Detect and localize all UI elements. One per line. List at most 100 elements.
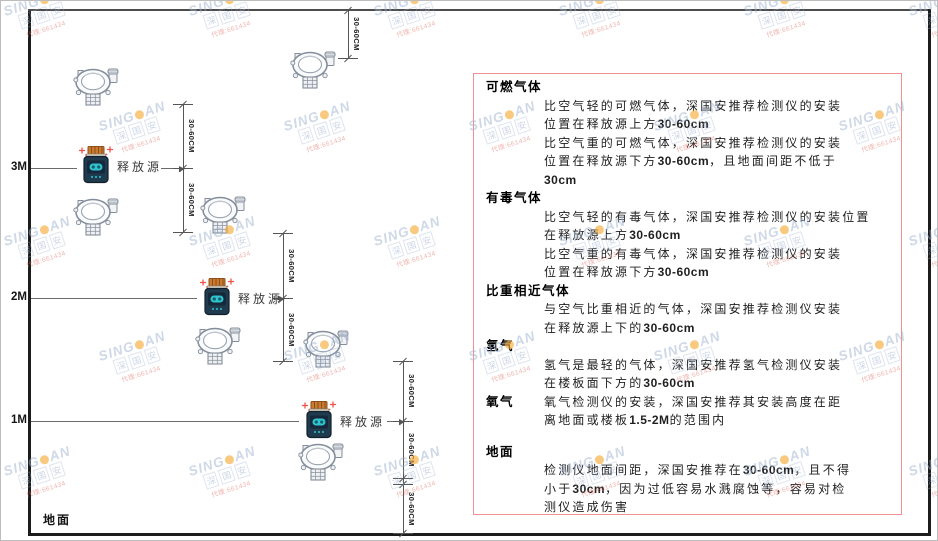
watermark-cn-text: 深国安 [162,448,290,502]
panel-line: 测仪造成伤害 [544,500,630,514]
height-line [31,168,77,169]
panel-line: 比空气重的可燃气体，深国安推荐检测仪的安装 [544,135,843,150]
panel-heading: 氧气 [486,394,515,409]
left-wall-line [28,9,31,536]
dimension-line [403,361,404,533]
watermark-dot-icon [38,1,51,6]
height-label: 1M [11,414,27,426]
right-wall-line [928,9,931,536]
watermark-red-text: 代理:661434 [395,250,437,270]
height-label: 2M [11,291,27,303]
panel-line: 30cm [544,172,577,187]
watermark-red-text: 代理:661434 [120,365,162,385]
watermark-dot-icon [38,454,51,466]
installation-guide-panel: 可燃气体 比空气轻的可燃气体，深国安推荐检测仪的安装 位置在释放源上方30-60cm… [473,73,902,515]
panel-line: 比空气轻的可燃气体，深国安推荐检测仪的安装 [544,98,843,113]
gas-detector-icon [290,50,336,90]
gas-detector-icon [298,442,344,482]
watermark-cn-text: 深国安 [717,1,845,43]
panel-line: 在释放源上方30-60cm [544,228,681,242]
release-source-label: 释放源 [117,160,163,174]
ground-label: 地面 [43,513,72,527]
panel-line: 氢气是最轻的气体，深国安推荐氢气检测仪安装 [544,357,843,372]
panel-line: 比空气重的有毒气体，深国安推荐检测仪的安装 [544,246,843,261]
height-line [31,298,197,299]
dimension-value-label: 30-60CM [187,183,196,217]
dimension-value-label: 30-60CM [187,119,196,153]
watermark-cn-text: 深国安 [532,1,660,43]
panel-line: 位置在释放源上方30-60cm [544,117,710,131]
gas-detector-icon [303,329,349,369]
panel-line: 检测仪地面间距，深国安推荐在30-60cm，且不得 [544,463,852,477]
watermark-dot-icon [408,224,421,236]
dimension-value-label: 30-60CM [287,312,296,347]
panel-line: 在释放源上下的30-60cm [544,320,695,335]
watermark-dot-icon [38,224,51,236]
watermark-dot-icon [223,1,236,6]
watermark-cn-text: 深国安 [347,1,475,43]
dimension-value-label: 30-60CM [287,248,296,283]
height-label: 3M [11,161,27,173]
watermark-cn-text: 深国安 [72,333,200,387]
panel-section-row: 氧气 氧气检测仪的安装，深国安推荐其安装高度在距 [486,393,893,412]
gas-detector-icon [73,197,119,237]
dimension-value-label: 30-60CM [407,432,416,467]
dimension-line [348,10,349,58]
dimension-value-label: 30-60CM [407,491,416,526]
watermark-dot-icon [133,339,146,351]
release-source-icon [197,276,237,318]
panel-heading: 比重相近气体 [486,283,571,298]
floor-line [28,533,931,536]
watermark-dot-icon [778,1,791,6]
panel-body: 可燃气体 比空气轻的可燃气体，深国安推荐检测仪的安装 位置在释放源上方30-60cm… [486,78,893,517]
release-source-icon [76,144,116,186]
panel-line: 离地面或楼板1.5-2M的范围内 [544,413,727,427]
watermark-dot-icon [593,1,606,6]
watermark-red-text: 代理:661434 [210,480,252,500]
release-source-label: 释放源 [340,415,386,429]
watermark-red-text: 代理:661434 [305,135,347,155]
gas-detector-icon [200,195,246,235]
watermark-red-text: 代理:661434 [25,250,67,270]
panel-line: 在楼板面下方的30-60cm [544,376,695,390]
height-line [161,168,179,169]
height-line [31,421,299,422]
watermark-dot-icon [223,454,236,466]
panel-line: 位置在释放源下方30-60cm [544,265,710,279]
ceiling-line [28,9,931,11]
panel-line: 小于30cm，因为过低容易水溅腐蚀等，容易对检 [544,481,847,496]
panel-heading: 有毒气体 [486,191,543,205]
panel-line: 比空气轻的有毒气体，深国安推荐检测仪的安装位置 [544,209,871,224]
dimension-value-label: 30-60CM [407,374,416,408]
watermark-cn-text: 深国安 [1,1,106,43]
panel-heading: 地面 [486,444,515,459]
panel-line: 氧气检测仪的安装，深国安推荐其安装高度在距 [544,394,843,409]
watermark-cn-text: 深国安 [347,218,475,272]
watermark-cn-text: 深国安 [162,1,290,43]
watermark-red-text: 代理:661434 [25,480,67,500]
release-source-label: 释放源 [238,292,284,306]
panel-line: 与空气比重相近的气体，深国安推荐检测仪安装 [544,302,843,316]
dimension-value-label: 30-60CM [352,17,361,51]
panel-heading: 氢气 [486,339,515,353]
watermark-cn-text: 深国安 [1,448,106,502]
